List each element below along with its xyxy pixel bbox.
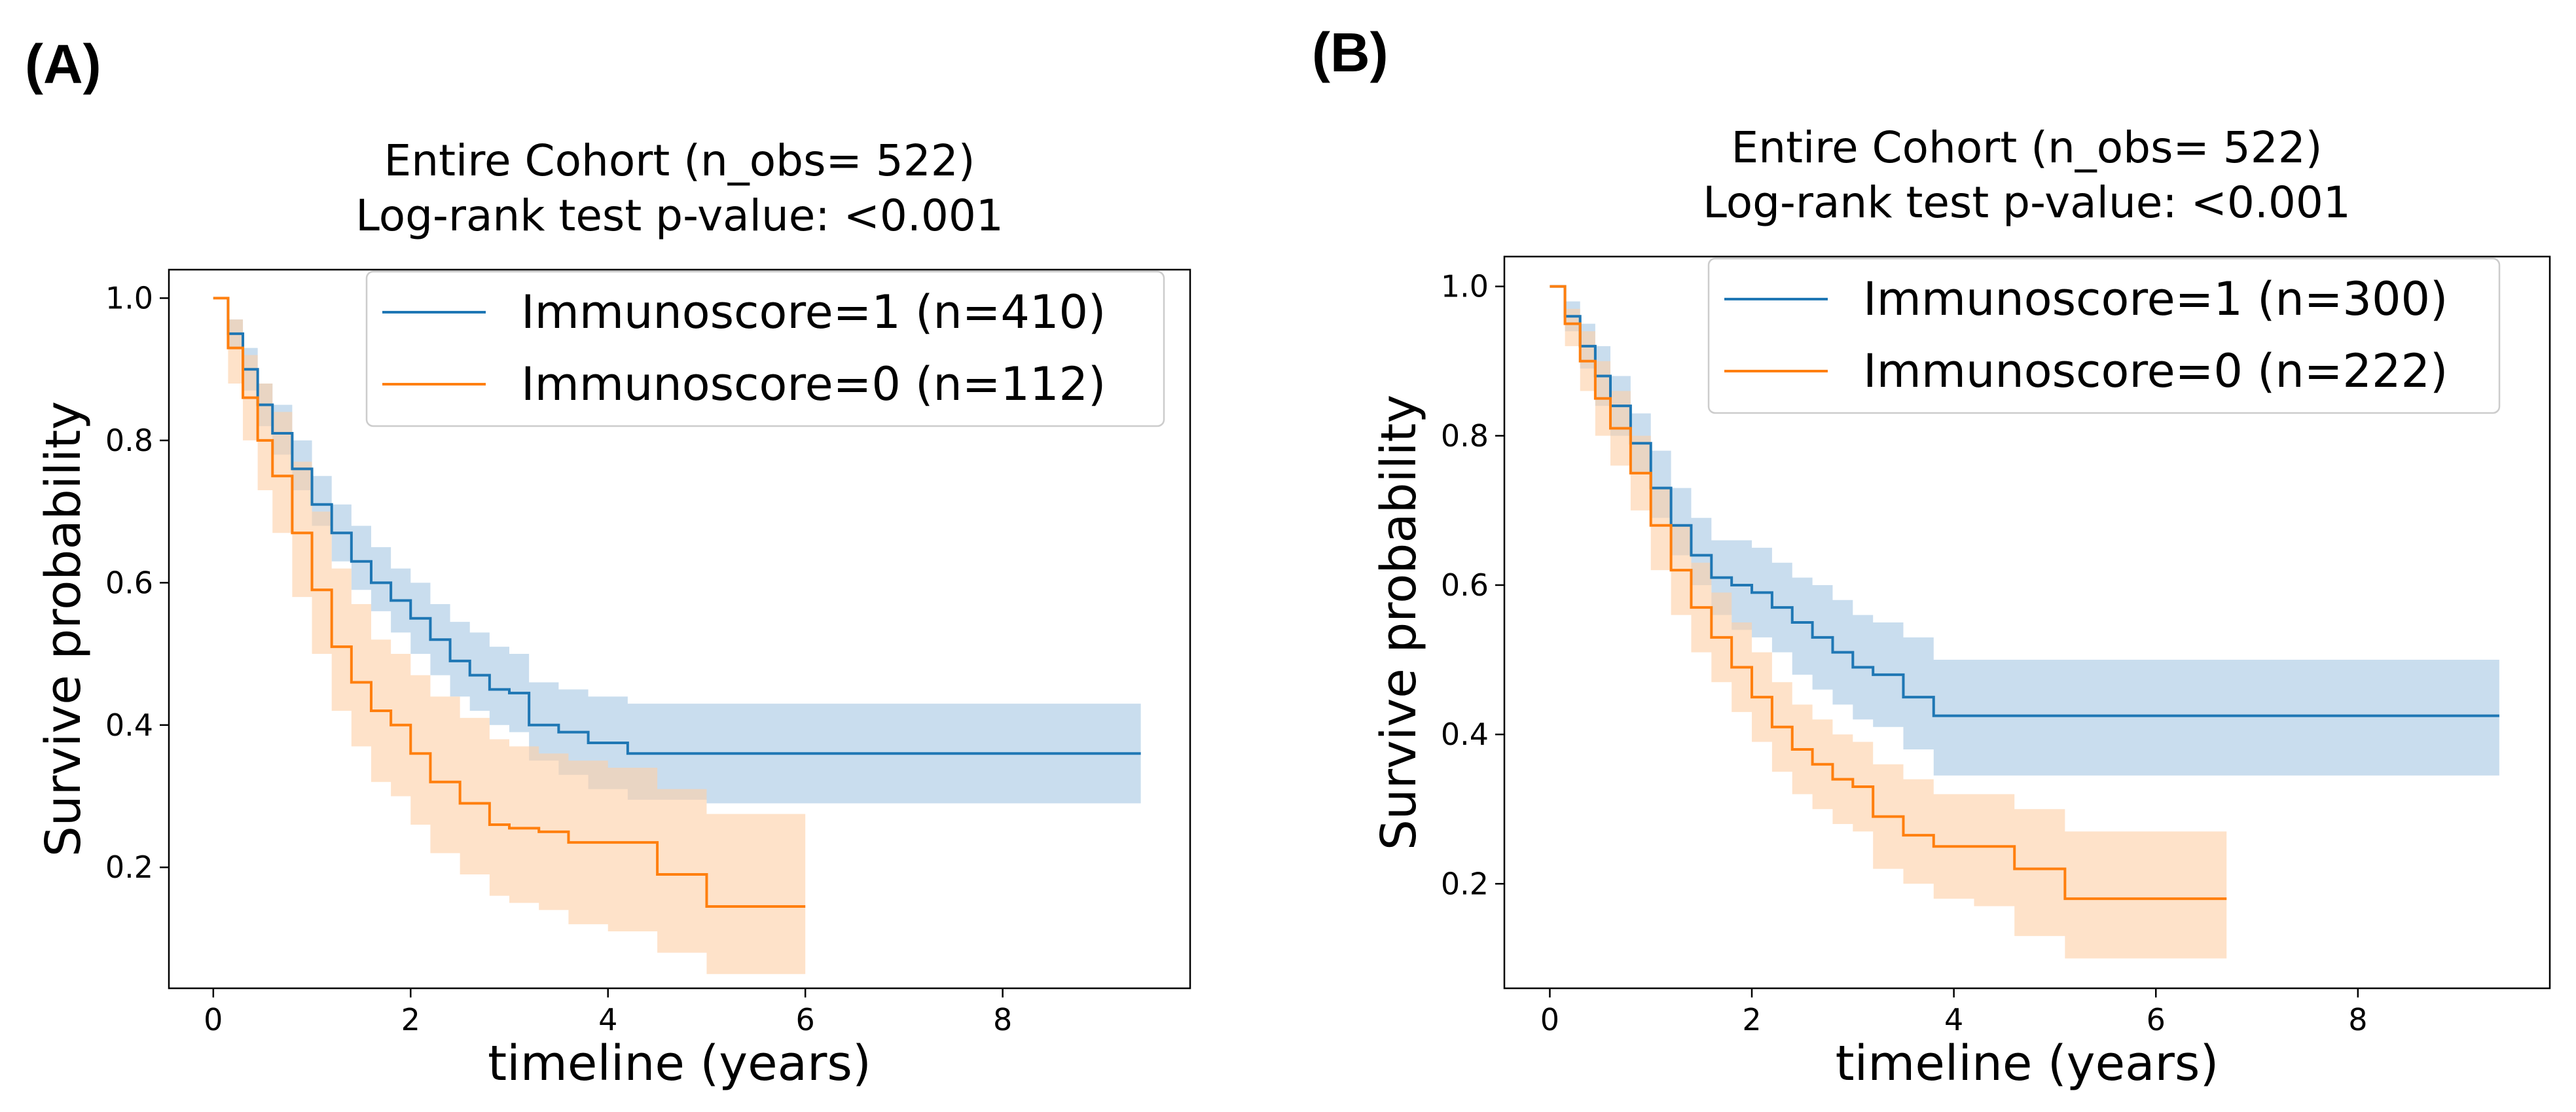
confidence-band-1	[213, 298, 806, 975]
x-axis-label: timeline (years)	[1836, 1035, 2219, 1092]
survival-line-0	[1550, 285, 2499, 717]
x-tick-label: 8	[993, 1002, 1012, 1037]
y-axis-label: Survive probability	[35, 401, 92, 857]
chart-subtitle: Log-rank test p-value: <0.001	[355, 190, 1004, 241]
survival-line-1	[213, 296, 806, 908]
x-tick-label: 8	[2348, 1002, 2367, 1037]
x-tick-label: 2	[401, 1002, 420, 1037]
y-tick-label: 0.4	[1441, 717, 1489, 752]
y-axis-label: Survive probability	[1371, 395, 1427, 850]
y-tick-label: 0.4	[105, 708, 153, 743]
x-tick-label: 0	[204, 1002, 223, 1037]
y-tick-label: 0.8	[1441, 418, 1489, 454]
legend-box	[365, 270, 1165, 427]
confidence-band-1	[1550, 286, 2227, 959]
x-tick-label: 2	[1742, 1002, 1761, 1037]
x-tick-label: 4	[598, 1002, 617, 1037]
axes-frame	[1503, 255, 2551, 990]
x-tick-label: 4	[1944, 1002, 1963, 1037]
panel-label-a: (A)	[25, 33, 101, 95]
y-tick-label: 0.2	[105, 850, 153, 885]
legend-entry-0: Immunoscore=1 (n=410)	[521, 285, 1106, 339]
x-axis-label: timeline (years)	[488, 1035, 871, 1092]
y-tick-label: 0.2	[1441, 866, 1489, 901]
chart-title: Entire Cohort (n_obs= 522)	[1732, 122, 2323, 173]
panel-label-b: (B)	[1312, 22, 1388, 83]
legend-entry-0: Immunoscore=1 (n=300)	[1863, 272, 2448, 326]
y-tick-label: 0.6	[105, 565, 153, 600]
axes-frame	[168, 268, 1191, 990]
legend-entry-1: Immunoscore=0 (n=112)	[521, 357, 1106, 411]
survival-line-0	[213, 296, 1141, 755]
legend-entry-1: Immunoscore=0 (n=222)	[1863, 344, 2448, 398]
chart-title: Entire Cohort (n_obs= 522)	[384, 135, 975, 186]
x-tick-label: 6	[796, 1002, 815, 1037]
legend-box	[1707, 257, 2501, 414]
y-tick-label: 1.0	[105, 280, 153, 315]
x-tick-label: 0	[1540, 1002, 1559, 1037]
y-tick-label: 1.0	[1441, 269, 1489, 304]
x-tick-label: 6	[2147, 1002, 2166, 1037]
survival-line-1	[1550, 285, 2227, 901]
chart-subtitle: Log-rank test p-value: <0.001	[1703, 177, 2351, 228]
chart-panel-1: 0 2 4 6 8 0.2 0.4 0.6 0.8 1.0 Entire Cohort (n_obs…	[1371, 122, 2551, 1092]
chart-panel-0: 0 2 4 6 8 0.2 0.4 0.6 0.8 1.0 Entire Cohort (n_obs…	[35, 135, 1191, 1092]
y-tick-label: 0.8	[105, 423, 153, 458]
confidence-band-0	[1550, 286, 2499, 776]
y-tick-label: 0.6	[1441, 567, 1489, 603]
